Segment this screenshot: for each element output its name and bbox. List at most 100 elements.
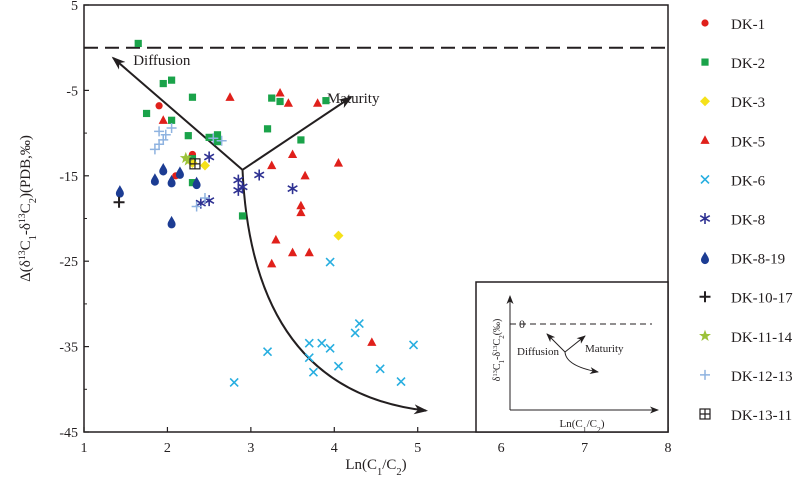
legend-label: DK-12-13 (731, 369, 793, 385)
y-tick-label: -25 (59, 255, 78, 270)
data-point (375, 364, 385, 374)
data-point (317, 338, 327, 348)
data-point (271, 234, 281, 244)
trend-arrow (241, 169, 429, 415)
data-point (296, 207, 306, 217)
inset-y-axis-label: δ13C1-δ13C2(‰) (492, 319, 507, 382)
data-point (208, 133, 219, 144)
legend-marker (700, 96, 710, 107)
data-point (253, 169, 265, 181)
data-point (167, 174, 176, 188)
legend-marker (701, 19, 709, 27)
data-point (308, 367, 318, 377)
legend-label: DK-8 (731, 213, 765, 229)
series-dk-11-14 (179, 151, 195, 166)
inset-maturity-arrow (564, 335, 586, 353)
inset-group: 0 Diffusion Maturity Ln(C1/C2) δ13C1-δ13C2(‰… (475, 281, 669, 434)
x-axis-label: Ln(C1/C2) (345, 457, 406, 478)
legend-label: DK-10-17 (731, 291, 793, 307)
inset-diffusion-label: Diffusion (517, 346, 559, 358)
x-tick-label: 3 (247, 441, 254, 456)
data-point (203, 151, 215, 163)
x-tick-label: 7 (581, 441, 588, 456)
x-tick-label: 4 (331, 441, 338, 456)
data-point (160, 129, 171, 140)
data-point (142, 109, 151, 118)
data-point (283, 98, 293, 107)
data-point (304, 247, 314, 257)
x-tick-label: 5 (414, 441, 421, 456)
y-tick-label: -45 (59, 426, 78, 441)
data-point (150, 173, 159, 186)
data-point (199, 160, 210, 171)
data-point (182, 154, 195, 166)
legend-label: DK-2 (731, 56, 765, 72)
data-point (168, 76, 176, 84)
data-point (188, 179, 197, 187)
data-point (159, 79, 167, 88)
data-point (115, 185, 124, 198)
data-point (267, 258, 277, 268)
inset-zero-label: 0 (519, 317, 525, 331)
legend-label: DK-1 (731, 17, 765, 33)
data-point (313, 98, 323, 107)
data-point (367, 337, 377, 346)
legend-marker (700, 174, 710, 184)
data-point (287, 247, 298, 257)
legend-marker (699, 329, 711, 341)
data-point (168, 116, 176, 124)
y-tick-label: -35 (59, 341, 78, 356)
data-point (238, 212, 247, 220)
data-point (237, 181, 248, 193)
y-axis-label: Δ(δ13C1-δ13C2)(PDB,‰) (17, 135, 39, 282)
data-point (213, 138, 222, 146)
legend-marker (700, 135, 710, 144)
data-point (287, 183, 298, 195)
data-point (354, 318, 364, 329)
data-point (325, 257, 335, 267)
legend-marker (701, 58, 709, 66)
data-point (166, 122, 177, 133)
legend-label: DK-5 (731, 134, 765, 150)
data-point (158, 115, 168, 124)
legend-label: DK-13-11 (731, 408, 792, 424)
legend-label: DK-6 (731, 173, 766, 189)
axes-group: 1 2 3 4 5 6 7 8 5 -5 -15 -25 -35 -45 Ln(C1/C2) Δ(δ13C1-… (17, 0, 672, 478)
data-point (158, 134, 169, 145)
data-point (225, 92, 235, 101)
data-point (203, 195, 215, 207)
legend-label: DK-11-14 (731, 330, 793, 346)
data-point (191, 201, 202, 212)
legend-marker (699, 213, 711, 224)
data-point (263, 125, 272, 133)
data-point (296, 200, 306, 210)
data-point (229, 377, 239, 388)
data-point (189, 158, 201, 170)
x-tick-label: 2 (164, 441, 171, 456)
legend-marker (699, 408, 711, 420)
inset-diffusion-arrow (546, 333, 566, 353)
x-tick-label: 6 (498, 441, 505, 456)
series-dk-10-17 (113, 196, 125, 208)
data-point (408, 340, 419, 350)
diffusion-arrow (111, 56, 244, 171)
inset-maturity-label: Maturity (585, 343, 624, 355)
data-point (300, 170, 310, 180)
inset-x-axis-label: Ln(C1/C2) (560, 418, 605, 434)
y-tick-label: -15 (59, 170, 78, 185)
data-point (179, 151, 192, 164)
x-tick-label: 8 (665, 441, 672, 456)
data-point (175, 166, 184, 179)
data-point (154, 139, 165, 150)
data-point (322, 97, 330, 105)
inset-trend-arrow (564, 351, 599, 374)
diffusion-label: Diffusion (133, 53, 191, 69)
legend-marker (700, 369, 710, 380)
data-point (213, 131, 222, 139)
data-point (333, 157, 344, 167)
data-point (304, 338, 314, 348)
data-point (396, 377, 406, 387)
series-dk-8-19 (115, 162, 201, 229)
